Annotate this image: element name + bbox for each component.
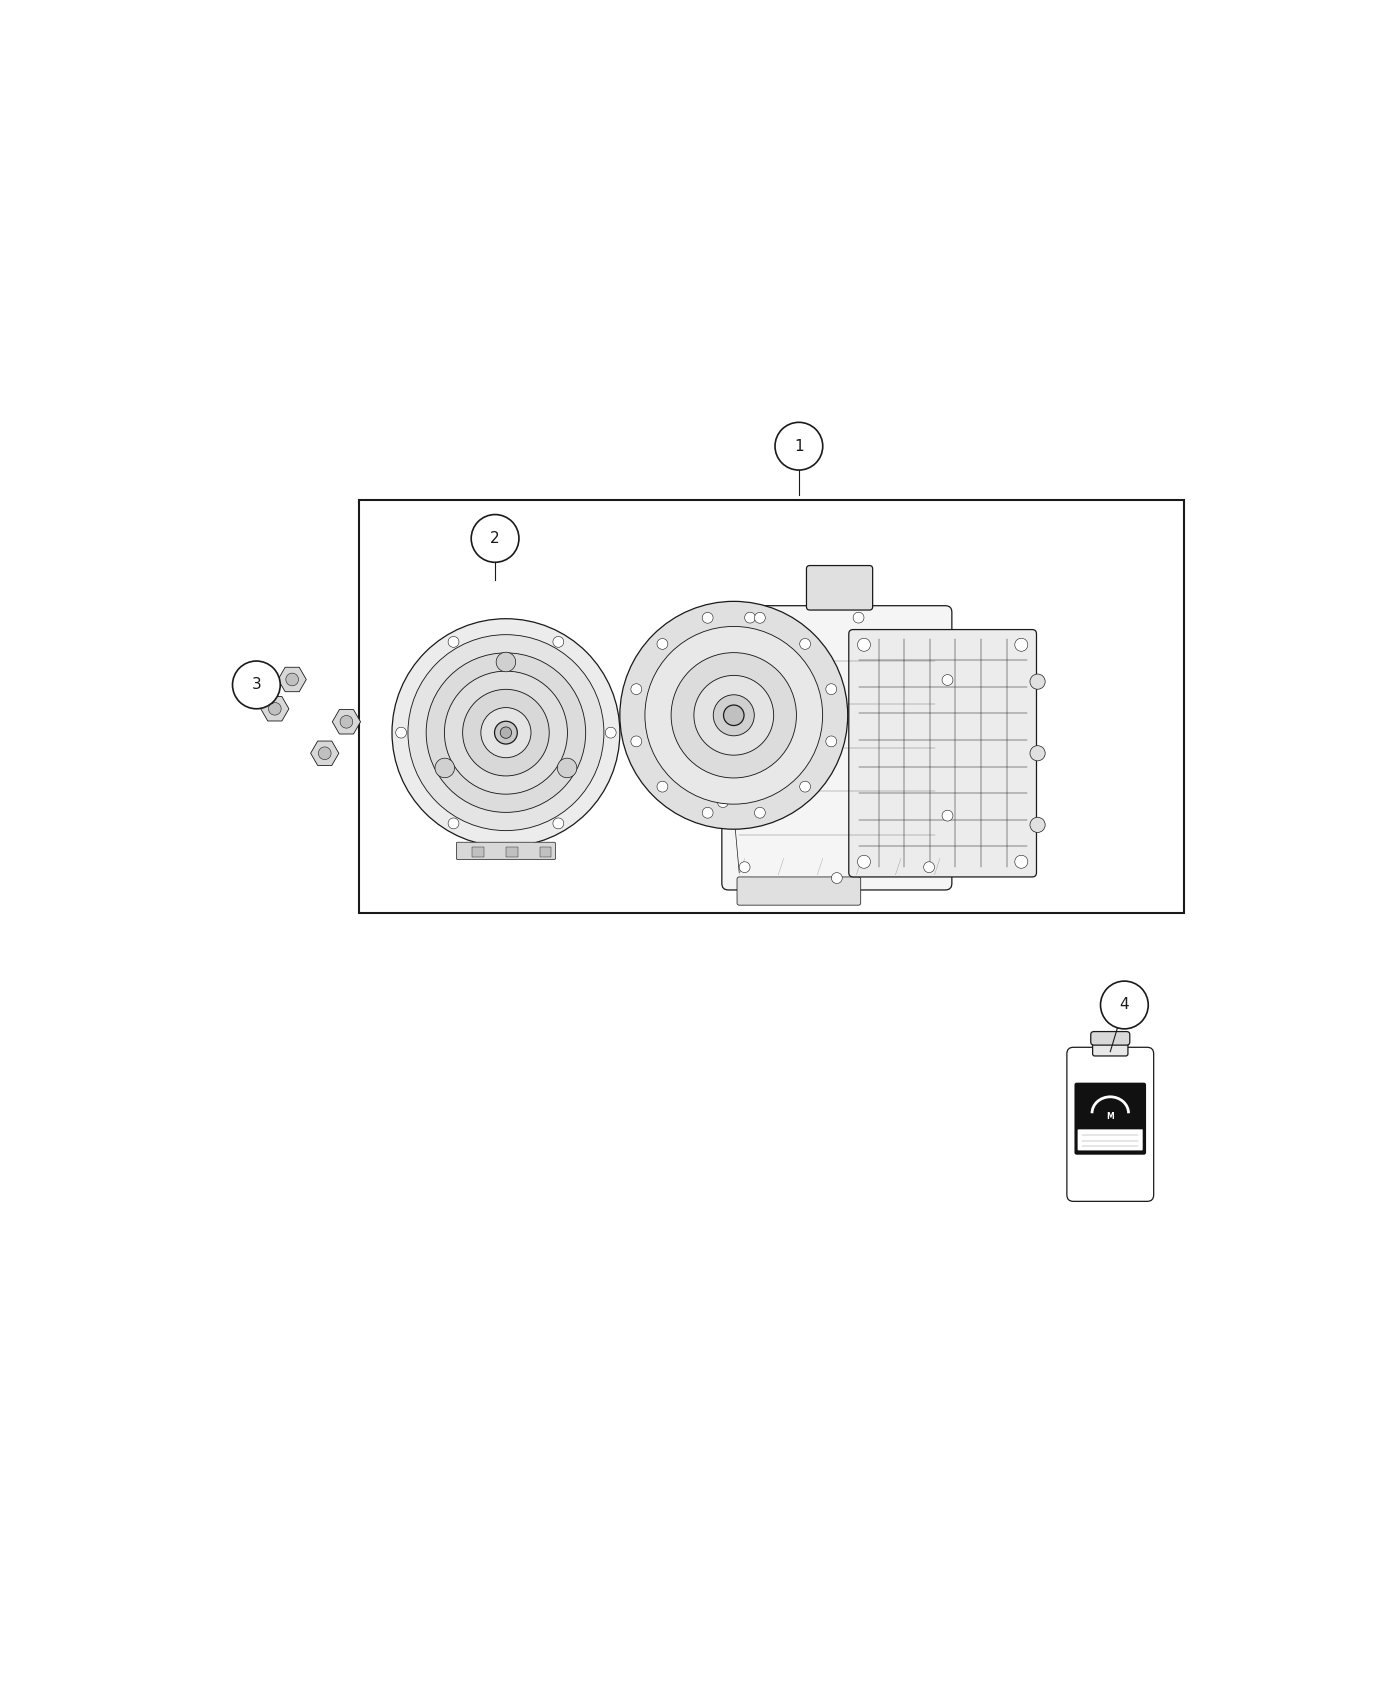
- Circle shape: [739, 862, 750, 872]
- Circle shape: [494, 721, 518, 745]
- FancyBboxPatch shape: [456, 842, 556, 860]
- Circle shape: [776, 422, 823, 471]
- Circle shape: [407, 634, 603, 831]
- Circle shape: [857, 638, 871, 651]
- Circle shape: [745, 612, 756, 624]
- FancyBboxPatch shape: [505, 847, 518, 857]
- Circle shape: [426, 653, 585, 813]
- Circle shape: [1015, 638, 1028, 651]
- Circle shape: [799, 639, 811, 649]
- Circle shape: [396, 728, 406, 738]
- Circle shape: [657, 782, 668, 792]
- FancyBboxPatch shape: [1074, 1083, 1147, 1154]
- Circle shape: [942, 811, 953, 821]
- Circle shape: [924, 862, 934, 872]
- FancyBboxPatch shape: [736, 877, 861, 904]
- Circle shape: [1030, 675, 1046, 688]
- Circle shape: [480, 707, 531, 758]
- Circle shape: [496, 653, 515, 672]
- Circle shape: [269, 702, 281, 716]
- Circle shape: [1015, 855, 1028, 869]
- Circle shape: [645, 626, 823, 804]
- Circle shape: [694, 675, 774, 755]
- Circle shape: [703, 808, 713, 818]
- Circle shape: [657, 639, 668, 649]
- Circle shape: [557, 758, 577, 777]
- Polygon shape: [279, 668, 307, 692]
- Circle shape: [713, 695, 755, 736]
- FancyBboxPatch shape: [1067, 1047, 1154, 1202]
- Circle shape: [631, 683, 641, 695]
- Circle shape: [435, 758, 455, 777]
- Text: 2: 2: [490, 530, 500, 546]
- Circle shape: [857, 855, 871, 869]
- Circle shape: [826, 683, 837, 695]
- Circle shape: [318, 746, 330, 760]
- FancyBboxPatch shape: [540, 847, 552, 857]
- Text: 3: 3: [252, 677, 262, 692]
- Polygon shape: [311, 741, 339, 765]
- Circle shape: [942, 675, 953, 685]
- Circle shape: [755, 612, 766, 624]
- FancyBboxPatch shape: [806, 566, 872, 610]
- Circle shape: [605, 728, 616, 738]
- Circle shape: [444, 672, 567, 794]
- Circle shape: [340, 716, 353, 728]
- Circle shape: [717, 797, 728, 808]
- Circle shape: [553, 818, 564, 830]
- Circle shape: [799, 782, 811, 792]
- Circle shape: [724, 706, 743, 726]
- Circle shape: [472, 515, 519, 563]
- FancyBboxPatch shape: [1092, 1037, 1128, 1056]
- Circle shape: [703, 612, 713, 624]
- Circle shape: [631, 736, 641, 746]
- Circle shape: [448, 818, 459, 830]
- Circle shape: [553, 636, 564, 648]
- Circle shape: [832, 872, 843, 884]
- FancyBboxPatch shape: [722, 605, 952, 891]
- Circle shape: [755, 808, 766, 818]
- FancyBboxPatch shape: [848, 629, 1036, 877]
- FancyBboxPatch shape: [1078, 1129, 1142, 1151]
- Text: 1: 1: [794, 439, 804, 454]
- Polygon shape: [260, 697, 288, 721]
- Circle shape: [462, 688, 549, 775]
- FancyBboxPatch shape: [1091, 1032, 1130, 1045]
- Circle shape: [826, 736, 837, 746]
- Circle shape: [671, 653, 797, 779]
- Circle shape: [620, 602, 847, 830]
- Circle shape: [1030, 818, 1046, 833]
- Circle shape: [1030, 746, 1046, 762]
- Circle shape: [717, 716, 728, 726]
- Polygon shape: [332, 709, 361, 734]
- Text: 4: 4: [1120, 998, 1130, 1013]
- Circle shape: [286, 673, 298, 685]
- Circle shape: [448, 636, 459, 648]
- Circle shape: [1100, 981, 1148, 1028]
- Circle shape: [853, 612, 864, 624]
- Text: M: M: [1106, 1112, 1114, 1120]
- Circle shape: [232, 661, 280, 709]
- Circle shape: [500, 728, 511, 738]
- FancyBboxPatch shape: [472, 847, 483, 857]
- Circle shape: [392, 619, 620, 847]
